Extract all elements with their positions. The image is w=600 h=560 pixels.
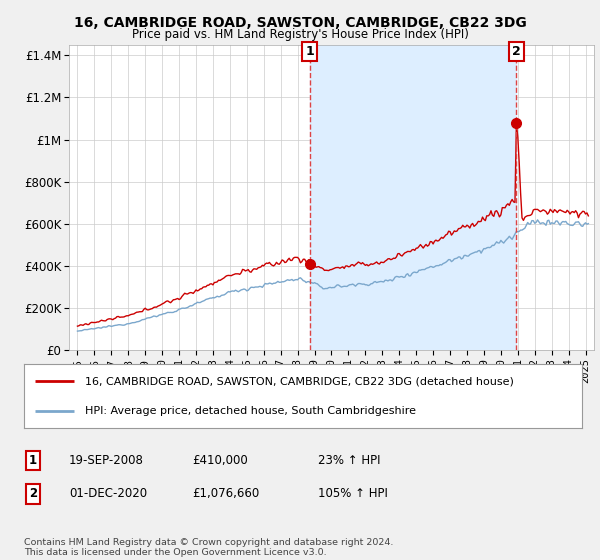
Text: 16, CAMBRIDGE ROAD, SAWSTON, CAMBRIDGE, CB22 3DG: 16, CAMBRIDGE ROAD, SAWSTON, CAMBRIDGE, …	[74, 16, 526, 30]
Text: £410,000: £410,000	[192, 454, 248, 467]
Text: 23% ↑ HPI: 23% ↑ HPI	[318, 454, 380, 467]
Text: 19-SEP-2008: 19-SEP-2008	[69, 454, 144, 467]
Text: 16, CAMBRIDGE ROAD, SAWSTON, CAMBRIDGE, CB22 3DG (detached house): 16, CAMBRIDGE ROAD, SAWSTON, CAMBRIDGE, …	[85, 376, 514, 386]
Text: 105% ↑ HPI: 105% ↑ HPI	[318, 487, 388, 501]
Text: HPI: Average price, detached house, South Cambridgeshire: HPI: Average price, detached house, Sout…	[85, 406, 416, 416]
Text: Price paid vs. HM Land Registry's House Price Index (HPI): Price paid vs. HM Land Registry's House …	[131, 28, 469, 41]
Text: 01-DEC-2020: 01-DEC-2020	[69, 487, 147, 501]
Text: Contains HM Land Registry data © Crown copyright and database right 2024.
This d: Contains HM Land Registry data © Crown c…	[24, 538, 394, 557]
Text: 2: 2	[29, 487, 37, 501]
Text: 1: 1	[305, 45, 314, 58]
Text: 1: 1	[29, 454, 37, 467]
Text: £1,076,660: £1,076,660	[192, 487, 259, 501]
Bar	[310, 45, 517, 350]
Text: 2: 2	[512, 45, 521, 58]
